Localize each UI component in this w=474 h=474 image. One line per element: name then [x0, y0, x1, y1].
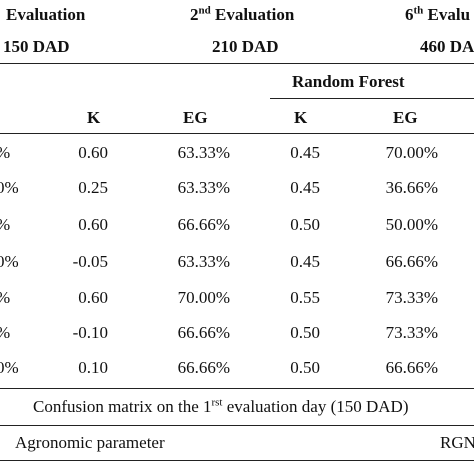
row-edge: 0% [0, 178, 19, 197]
col-header: K [294, 108, 308, 127]
eval-suffix: nd [198, 4, 211, 17]
row-edge: % [0, 288, 10, 308]
rule [0, 460, 474, 461]
cell: 63.33% [177, 178, 230, 197]
cell: 36.66% [385, 178, 438, 197]
col-header: K [87, 108, 101, 127]
dad-label: 460 DA [420, 37, 474, 56]
cell: 63.33% [177, 252, 230, 271]
row-label: RGN [440, 433, 474, 452]
row-edge: % [0, 323, 10, 343]
cell: 0.45 [290, 143, 320, 162]
cell: -0.05 [72, 252, 108, 271]
cell: 70.00% [385, 143, 438, 162]
cell: 73.33% [385, 323, 438, 342]
cell: 66.66% [177, 358, 230, 377]
cell: 66.66% [177, 323, 230, 342]
row-label: Agronomic parameter [15, 433, 165, 452]
caption: Confusion matrix on the 1rst evaluation … [33, 397, 409, 417]
row-edge: % [0, 215, 10, 235]
cell: -0.10 [72, 323, 108, 342]
cell: 0.10 [78, 358, 108, 377]
rule [0, 388, 474, 389]
cell: 0.55 [290, 288, 320, 307]
eval-header: 2nd Evaluation [190, 5, 294, 25]
eval-header: Evaluation [6, 5, 85, 25]
rule [0, 425, 474, 426]
row-edge: 0% [0, 358, 19, 377]
dad-label: 210 DAD [212, 37, 279, 56]
cell: 0.50 [290, 323, 320, 342]
row-edge: % [0, 143, 10, 163]
rule [0, 133, 474, 134]
cell: 0.45 [290, 178, 320, 197]
cell: 0.60 [78, 215, 108, 234]
cell: 70.00% [177, 288, 230, 307]
group-header: Random Forest [292, 72, 405, 91]
eval-number: 2 [190, 5, 199, 24]
caption-suffix: rst [211, 396, 223, 409]
eval-suffix: th [413, 4, 424, 17]
cell: 0.60 [78, 143, 108, 162]
eval-label: Evaluation [6, 5, 86, 24]
eval-header: 6th Evalu [405, 5, 470, 25]
caption-text: evaluation day (150 DAD) [222, 397, 409, 416]
cell: 66.66% [385, 252, 438, 271]
cell: 0.45 [290, 252, 320, 271]
rule [270, 98, 474, 99]
cell: 73.33% [385, 288, 438, 307]
cell: 50.00% [385, 215, 438, 234]
caption-text: Confusion matrix on the 1 [33, 397, 212, 416]
row-edge: 0% [0, 252, 19, 271]
rule [0, 63, 474, 64]
cell: 0.50 [290, 358, 320, 377]
cell: 0.25 [78, 178, 108, 197]
cell: 63.33% [177, 143, 230, 162]
cell: 66.66% [177, 215, 230, 234]
col-header: EG [183, 108, 208, 127]
eval-label: Evaluation [210, 5, 295, 24]
cell: 66.66% [385, 358, 438, 377]
cell: 0.60 [78, 288, 108, 307]
cell: 0.50 [290, 215, 320, 234]
col-header: EG [393, 108, 418, 127]
eval-number: 6 [405, 5, 414, 24]
eval-label: Evalu [423, 5, 471, 24]
dad-label: 150 DAD [3, 37, 70, 56]
